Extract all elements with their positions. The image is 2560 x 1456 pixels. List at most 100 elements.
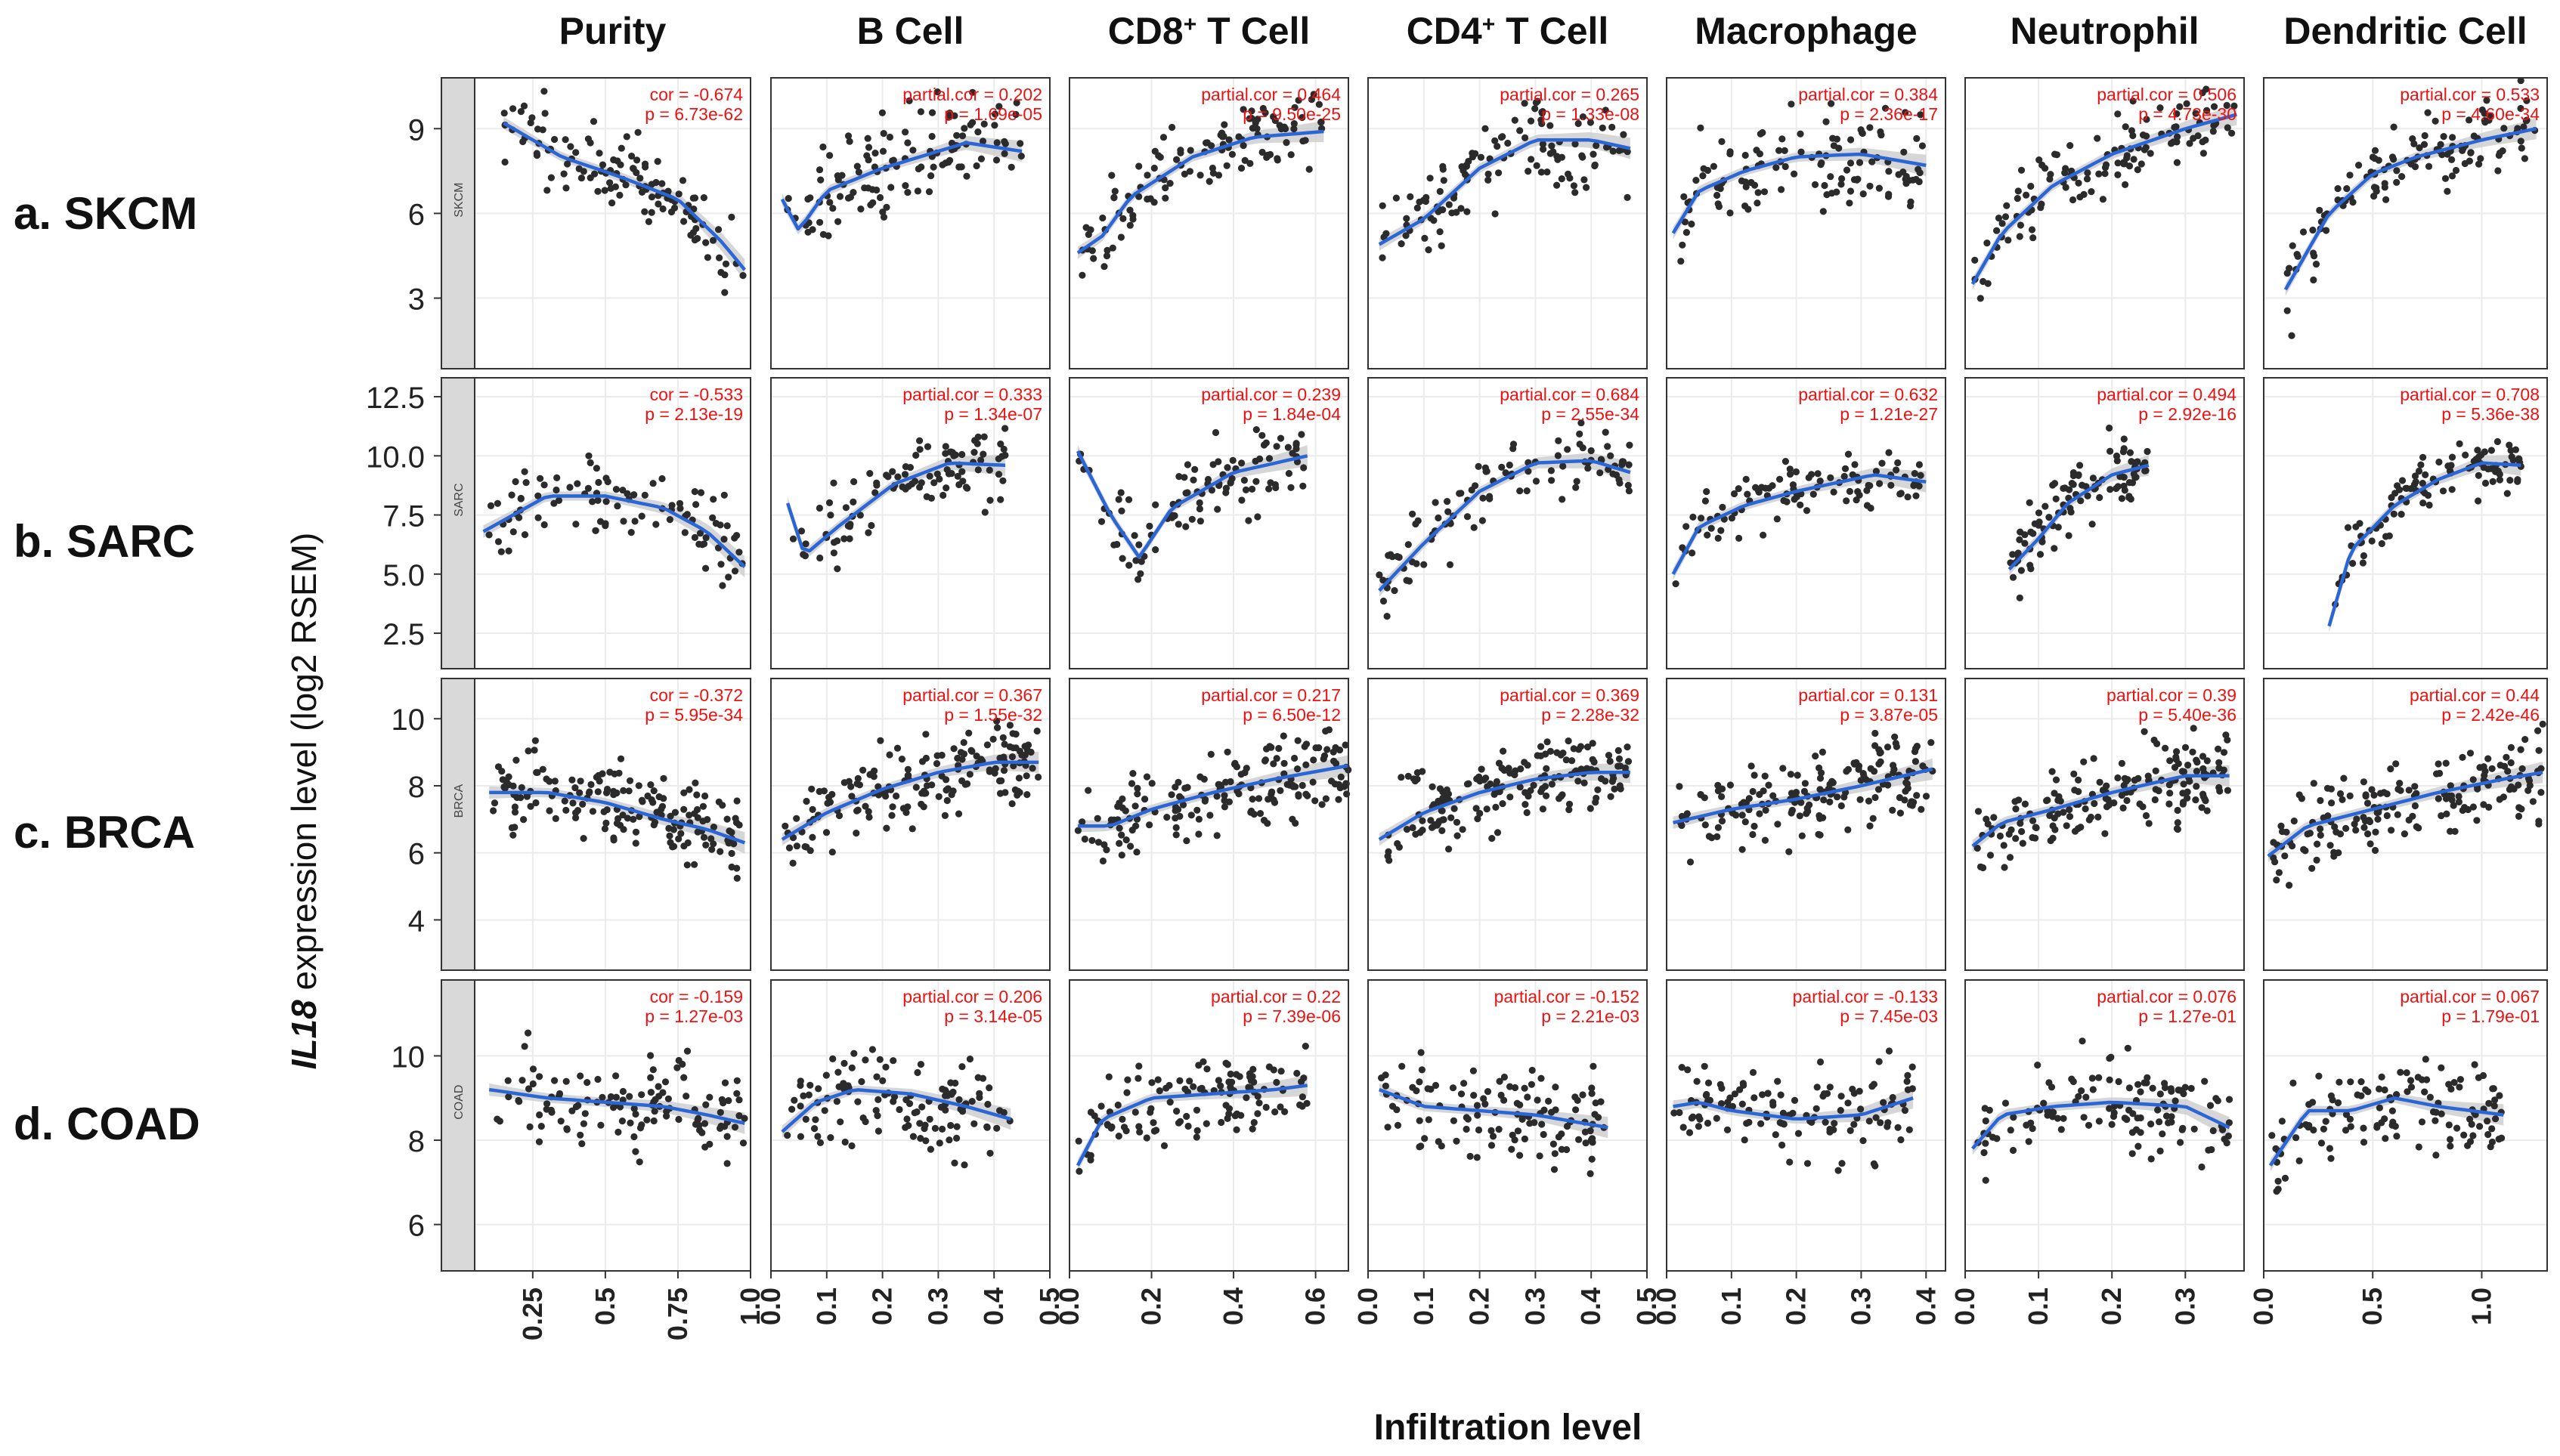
data-point [1856,491,1863,499]
data-point [1403,826,1411,833]
data-point [2172,753,2180,761]
data-point [1493,777,1500,786]
data-point [1258,148,1266,156]
data-point [969,88,977,96]
loess-trend-line [1378,770,1630,841]
data-point [1011,786,1019,793]
correlation-annotation: partial.cor = 0.506 [2097,85,2237,104]
data-point [1104,246,1111,254]
data-point [2044,1111,2051,1119]
data-point [695,1121,703,1129]
data-point [1621,764,1629,771]
loess-trend-line [1671,473,1927,575]
p-value-annotation: p = 1.84e-04 [1243,404,1341,424]
data-point [701,1143,709,1151]
data-point [865,813,873,821]
data-point [1492,803,1500,811]
data-point [1908,798,1915,805]
data-point [1208,487,1215,494]
data-point [652,178,660,187]
data-point [2210,103,2218,110]
data-point [1875,746,1883,753]
y-tick-label: 3 [408,283,425,317]
data-point [1480,1095,1487,1102]
data-point [1427,817,1435,824]
data-point [2209,1127,2217,1135]
data-point [2469,803,2477,811]
data-point [691,810,698,818]
data-point [1252,119,1259,127]
data-point [1828,100,1835,107]
data-point [2489,1085,2497,1093]
data-point [2119,804,2127,811]
data-point [1672,580,1679,588]
data-point [540,481,548,489]
data-point [1273,1078,1280,1087]
data-point [1696,1115,1704,1123]
data-point [809,833,816,841]
correlation-annotation: partial.cor = 0.494 [2097,385,2237,404]
data-point [1196,518,1204,525]
p-value-annotation: p = 2.42e-46 [2441,705,2540,725]
data-point [2483,97,2490,104]
data-point [2466,1138,2475,1145]
data-point [989,735,997,743]
p-value-annotation: p = 2.92e-16 [2138,404,2237,424]
data-point [1227,1070,1234,1078]
data-point [921,787,928,795]
data-point [1751,771,1758,779]
data-point [2372,828,2379,836]
data-point [1686,1129,1694,1136]
data-point [942,450,949,457]
data-point [2003,202,2011,209]
data-point [803,797,810,805]
data-point [1528,1066,1536,1074]
data-point [2342,824,2350,832]
data-point [1555,1133,1562,1141]
data-point [680,218,688,225]
data-point [1147,1105,1155,1112]
data-point [2101,170,2109,178]
data-point [1419,768,1426,775]
data-point [1606,757,1614,765]
data-point [525,747,532,755]
data-point [2215,765,2223,772]
data-point [1150,164,1158,172]
data-point [2029,1125,2036,1133]
data-point [1553,749,1561,756]
data-point [968,1098,976,1105]
data-point [2147,150,2154,157]
data-point [1902,180,1910,187]
data-point [1829,134,1837,142]
data-point [1336,747,1344,754]
data-point [1843,497,1850,505]
data-point [1846,159,1855,167]
data-point [2466,116,2473,124]
data-point [2184,794,2191,802]
data-point [2215,759,2223,766]
data-point [2090,755,2097,762]
data-point [1465,157,1472,165]
data-point [572,149,580,156]
data-point [896,1105,903,1114]
panel-border [1069,979,1349,1272]
data-point [1416,1143,1423,1151]
data-point [1531,105,1539,113]
y-tick-label: 2.5 [382,618,425,651]
data-point [2419,453,2427,461]
data-point [1575,1136,1583,1143]
data-point [1884,743,1892,751]
loess-trend-line [1378,459,1631,592]
data-point [2481,479,2490,487]
data-point [782,822,789,830]
data-point [1735,534,1743,543]
data-point [1215,172,1223,179]
data-point [1008,163,1015,171]
data-point [648,193,656,201]
data-point [2393,178,2401,186]
x-tick-label: 0.4 [1218,1288,1249,1325]
data-point [2153,740,2161,748]
data-point [970,449,978,456]
data-point [1184,461,1191,468]
data-point [1885,1047,1893,1055]
